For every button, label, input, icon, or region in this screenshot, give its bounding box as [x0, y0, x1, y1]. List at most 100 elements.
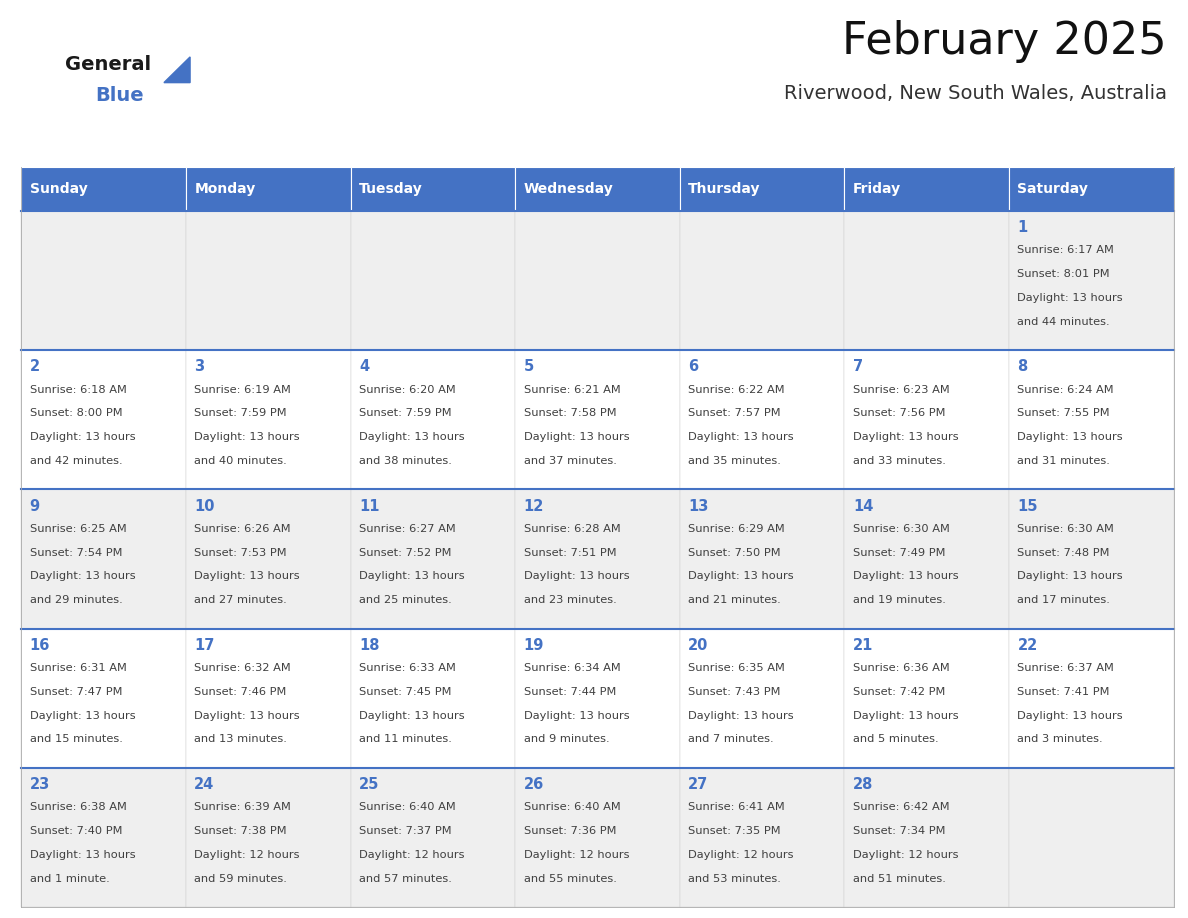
- Text: Saturday: Saturday: [1017, 182, 1088, 196]
- Text: Sunrise: 6:35 AM: Sunrise: 6:35 AM: [688, 663, 785, 673]
- Text: 11: 11: [359, 498, 379, 514]
- Text: Sunrise: 6:34 AM: Sunrise: 6:34 AM: [524, 663, 620, 673]
- Text: Daylight: 12 hours: Daylight: 12 hours: [359, 850, 465, 860]
- Text: Daylight: 13 hours: Daylight: 13 hours: [1017, 571, 1123, 581]
- Text: Sunrise: 6:42 AM: Sunrise: 6:42 AM: [853, 802, 949, 812]
- Text: Sunrise: 6:20 AM: Sunrise: 6:20 AM: [359, 385, 456, 395]
- Text: and 3 minutes.: and 3 minutes.: [1017, 734, 1104, 744]
- Text: Sunrise: 6:26 AM: Sunrise: 6:26 AM: [195, 523, 291, 533]
- Text: Daylight: 12 hours: Daylight: 12 hours: [195, 850, 299, 860]
- Text: 8: 8: [1017, 360, 1028, 375]
- Text: and 55 minutes.: and 55 minutes.: [524, 874, 617, 884]
- Text: Sunrise: 6:29 AM: Sunrise: 6:29 AM: [688, 523, 785, 533]
- Text: 18: 18: [359, 638, 379, 653]
- Text: Sunrise: 6:30 AM: Sunrise: 6:30 AM: [853, 523, 949, 533]
- Text: and 40 minutes.: and 40 minutes.: [195, 456, 287, 466]
- Text: Sunset: 7:37 PM: Sunset: 7:37 PM: [359, 826, 451, 836]
- Text: and 29 minutes.: and 29 minutes.: [30, 596, 122, 605]
- Bar: [1009, 351, 1174, 489]
- Text: Sunrise: 6:37 AM: Sunrise: 6:37 AM: [1017, 663, 1114, 673]
- Bar: [350, 489, 516, 629]
- Text: Daylight: 12 hours: Daylight: 12 hours: [524, 850, 630, 860]
- Text: Sunset: 7:36 PM: Sunset: 7:36 PM: [524, 826, 617, 836]
- Text: Blue: Blue: [95, 86, 144, 106]
- Text: Friday: Friday: [853, 182, 901, 196]
- Text: Sunrise: 6:22 AM: Sunrise: 6:22 AM: [688, 385, 785, 395]
- Text: 13: 13: [688, 498, 708, 514]
- Bar: [845, 767, 1009, 907]
- Text: and 9 minutes.: and 9 minutes.: [524, 734, 609, 744]
- Text: Sunset: 7:59 PM: Sunset: 7:59 PM: [195, 409, 287, 419]
- Bar: [187, 351, 350, 489]
- Text: Daylight: 13 hours: Daylight: 13 hours: [30, 850, 135, 860]
- Text: Sunset: 8:01 PM: Sunset: 8:01 PM: [1017, 269, 1110, 279]
- Text: 16: 16: [30, 638, 50, 653]
- Text: Daylight: 13 hours: Daylight: 13 hours: [30, 432, 135, 442]
- Polygon shape: [164, 57, 190, 83]
- Text: and 59 minutes.: and 59 minutes.: [195, 874, 287, 884]
- Bar: [21, 767, 187, 907]
- Text: 7: 7: [853, 360, 862, 375]
- Text: Sunrise: 6:17 AM: Sunrise: 6:17 AM: [1017, 245, 1114, 255]
- Text: 6: 6: [688, 360, 699, 375]
- Text: 21: 21: [853, 638, 873, 653]
- Text: Sunrise: 6:36 AM: Sunrise: 6:36 AM: [853, 663, 949, 673]
- Text: Sunrise: 6:28 AM: Sunrise: 6:28 AM: [524, 523, 620, 533]
- Text: Sunrise: 6:38 AM: Sunrise: 6:38 AM: [30, 802, 127, 812]
- Text: 25: 25: [359, 777, 379, 792]
- Text: 5: 5: [524, 360, 533, 375]
- Text: Riverwood, New South Wales, Australia: Riverwood, New South Wales, Australia: [784, 84, 1167, 104]
- Text: Daylight: 13 hours: Daylight: 13 hours: [524, 711, 630, 721]
- Text: Sunset: 7:35 PM: Sunset: 7:35 PM: [688, 826, 781, 836]
- Text: and 5 minutes.: and 5 minutes.: [853, 734, 939, 744]
- Text: Daylight: 13 hours: Daylight: 13 hours: [853, 711, 959, 721]
- Text: and 25 minutes.: and 25 minutes.: [359, 596, 451, 605]
- Text: Daylight: 13 hours: Daylight: 13 hours: [359, 711, 465, 721]
- Bar: [187, 489, 350, 629]
- Text: and 42 minutes.: and 42 minutes.: [30, 456, 122, 466]
- Bar: [350, 167, 516, 211]
- Text: Sunset: 7:59 PM: Sunset: 7:59 PM: [359, 409, 451, 419]
- Bar: [21, 489, 187, 629]
- Bar: [187, 167, 350, 211]
- Text: 27: 27: [688, 777, 708, 792]
- Bar: [845, 489, 1009, 629]
- Bar: [1009, 629, 1174, 767]
- Text: Daylight: 13 hours: Daylight: 13 hours: [195, 711, 299, 721]
- Text: and 11 minutes.: and 11 minutes.: [359, 734, 451, 744]
- Text: Sunset: 7:46 PM: Sunset: 7:46 PM: [195, 687, 286, 697]
- Text: Daylight: 13 hours: Daylight: 13 hours: [1017, 432, 1123, 442]
- Text: Sunrise: 6:33 AM: Sunrise: 6:33 AM: [359, 663, 456, 673]
- Bar: [21, 351, 187, 489]
- Text: and 35 minutes.: and 35 minutes.: [688, 456, 781, 466]
- Text: and 15 minutes.: and 15 minutes.: [30, 734, 122, 744]
- Text: 20: 20: [688, 638, 708, 653]
- Text: Monday: Monday: [195, 182, 255, 196]
- Bar: [187, 211, 350, 351]
- Bar: [350, 211, 516, 351]
- Text: Daylight: 13 hours: Daylight: 13 hours: [853, 432, 959, 442]
- Text: and 21 minutes.: and 21 minutes.: [688, 596, 781, 605]
- Text: and 17 minutes.: and 17 minutes.: [1017, 596, 1111, 605]
- Text: General: General: [65, 55, 151, 74]
- Bar: [21, 629, 187, 767]
- Text: Daylight: 13 hours: Daylight: 13 hours: [688, 571, 794, 581]
- Text: Sunrise: 6:27 AM: Sunrise: 6:27 AM: [359, 523, 456, 533]
- Text: February 2025: February 2025: [842, 20, 1167, 63]
- Text: Wednesday: Wednesday: [524, 182, 613, 196]
- Text: Daylight: 13 hours: Daylight: 13 hours: [688, 432, 794, 442]
- Text: Sunrise: 6:32 AM: Sunrise: 6:32 AM: [195, 663, 291, 673]
- Bar: [350, 767, 516, 907]
- Text: Sunset: 7:50 PM: Sunset: 7:50 PM: [688, 547, 781, 557]
- Bar: [680, 629, 845, 767]
- Text: Daylight: 13 hours: Daylight: 13 hours: [1017, 711, 1123, 721]
- Text: Sunrise: 6:40 AM: Sunrise: 6:40 AM: [524, 802, 620, 812]
- Text: and 37 minutes.: and 37 minutes.: [524, 456, 617, 466]
- Text: 1: 1: [1017, 220, 1028, 235]
- Text: Sunset: 7:57 PM: Sunset: 7:57 PM: [688, 409, 781, 419]
- Bar: [187, 629, 350, 767]
- Text: Daylight: 13 hours: Daylight: 13 hours: [524, 571, 630, 581]
- Bar: [1009, 167, 1174, 211]
- Text: and 33 minutes.: and 33 minutes.: [853, 456, 946, 466]
- Text: Sunset: 7:54 PM: Sunset: 7:54 PM: [30, 547, 122, 557]
